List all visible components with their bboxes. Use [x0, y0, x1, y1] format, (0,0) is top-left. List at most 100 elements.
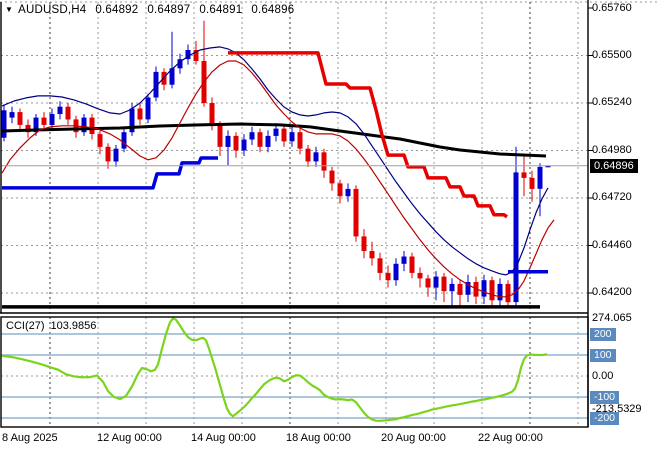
price-axis-label: 0.64980 [592, 144, 632, 156]
bear-candle-body [17, 112, 23, 125]
bull-candle-body [481, 280, 487, 297]
time-axis-label: 22 Aug 00:00 [478, 432, 543, 444]
bear-candle-body [457, 283, 463, 295]
cci-indicator-name: CCI(27) [6, 320, 45, 332]
bull-candle-body [513, 172, 519, 303]
quote-high: 0.64897 [147, 4, 191, 16]
price-axis-label: 0.64460 [592, 239, 632, 251]
cci-panel [1, 317, 588, 422]
bear-candle-body [377, 258, 383, 273]
bull-candle-body [289, 132, 295, 142]
price-axis-label: 0.64200 [592, 286, 632, 298]
time-axis-label: 8 Aug 2025 [2, 432, 58, 444]
quote-open: 0.64892 [95, 4, 139, 16]
symbol-period-label: AUDUSD,H4 [18, 4, 87, 16]
bull-candle-body [345, 188, 351, 197]
bear-candle-body [105, 146, 111, 162]
current-price-badge: 0.64896 [590, 159, 638, 173]
bear-candle-body [193, 50, 199, 61]
grid [0, 1, 660, 427]
bear-candle-body [529, 177, 535, 189]
bear-candle-body [217, 124, 223, 147]
bull-candle-body [465, 282, 471, 295]
bull-candle-body [241, 139, 247, 151]
bull-candle-body [185, 50, 191, 60]
bull-candle-body [1, 110, 7, 138]
bear-candle-body [41, 117, 47, 125]
candles [1, 20, 551, 308]
bear-candle-body [305, 148, 311, 162]
price-axis-label: 0.65500 [592, 49, 632, 61]
cci-axis-label: 274.065 [592, 312, 632, 324]
bull-candle-body [169, 68, 175, 85]
bear-candle-body [353, 188, 359, 237]
bull-candle-body [265, 135, 271, 147]
bull-candle-body [393, 263, 399, 281]
bull-candle-body [433, 276, 439, 288]
bear-candle-body [209, 103, 215, 125]
bull-candle-body [497, 283, 503, 301]
bull-candle-body [33, 117, 39, 133]
bull-candle-body [153, 71, 159, 98]
time-axis-label: 18 Aug 00:00 [286, 432, 351, 444]
time-axis-label: 20 Aug 00:00 [381, 432, 446, 444]
bull-candle-body [313, 152, 319, 162]
bear-candle-body [489, 280, 495, 301]
bear-candle-body [89, 117, 95, 134]
cci-indicator-value: 103.9856 [50, 320, 97, 332]
bear-candle-body [297, 132, 303, 149]
bull-candle-body [545, 165, 551, 168]
bear-candle-body [97, 134, 103, 147]
quote-close: 0.64896 [251, 4, 295, 16]
bull-candle-body [129, 108, 135, 133]
overlay-lines [1, 46, 588, 309]
bull-candle-body [145, 97, 151, 120]
bear-candle-body [505, 283, 511, 303]
borders [0, 0, 593, 428]
bull-candle-body [113, 148, 119, 162]
bear-candle-body [233, 135, 239, 151]
cci-axis-label: 0.00 [592, 370, 614, 382]
bull-candle-body [449, 283, 455, 292]
bull-candle-body [273, 128, 279, 136]
cci-level-badge: 200 [590, 328, 616, 341]
bear-candle-body [521, 172, 527, 178]
bear-candle-body [329, 170, 335, 184]
bull-candle-body [9, 112, 15, 118]
bull-candle-body [57, 106, 63, 114]
bull-candle-body [81, 117, 87, 133]
cci-level-badge: 100 [590, 349, 616, 362]
cci-level-badge: -200 [590, 412, 620, 425]
quote-low: 0.64891 [199, 4, 243, 16]
bear-candle-body [281, 128, 287, 142]
bull-candle-body [177, 59, 183, 69]
bear-candle-body [321, 152, 327, 171]
bear-candle-body [425, 278, 431, 288]
bear-candle-body [409, 256, 415, 273]
bull-candle-body [121, 132, 127, 149]
chart-title-bar: ▼ AUDUSD,H4 0.64892 0.64897 0.64891 0.64896 [5, 4, 294, 16]
bear-candle-body [369, 251, 375, 259]
bull-candle-body [225, 135, 231, 147]
bull-candle-body [249, 132, 255, 140]
symbol-dropdown-icon[interactable]: ▼ [5, 5, 14, 14]
price-axis-label: 0.65760 [592, 2, 632, 14]
bear-candle-body [385, 272, 391, 281]
cci-level-badge: -100 [590, 391, 620, 404]
price-axis-label: 0.65240 [592, 96, 632, 108]
price-axis-label: 0.64720 [592, 191, 632, 203]
bear-candle-body [361, 236, 367, 251]
bull-candle-body [401, 256, 407, 264]
bear-candle-body [25, 124, 31, 133]
bear-candle-body [257, 132, 263, 147]
bear-candle-body [137, 108, 143, 120]
time-axis-label: 14 Aug 00:00 [191, 432, 256, 444]
cci-axis-label: -213.5329 [592, 403, 642, 415]
bull-candle-body [537, 166, 543, 189]
cci-indicator-label: CCI(27) 103.9856 [6, 320, 96, 332]
bear-candle-body [65, 106, 71, 120]
bull-candle-body [49, 114, 55, 125]
time-axis-label: 12 Aug 00:00 [97, 432, 162, 444]
